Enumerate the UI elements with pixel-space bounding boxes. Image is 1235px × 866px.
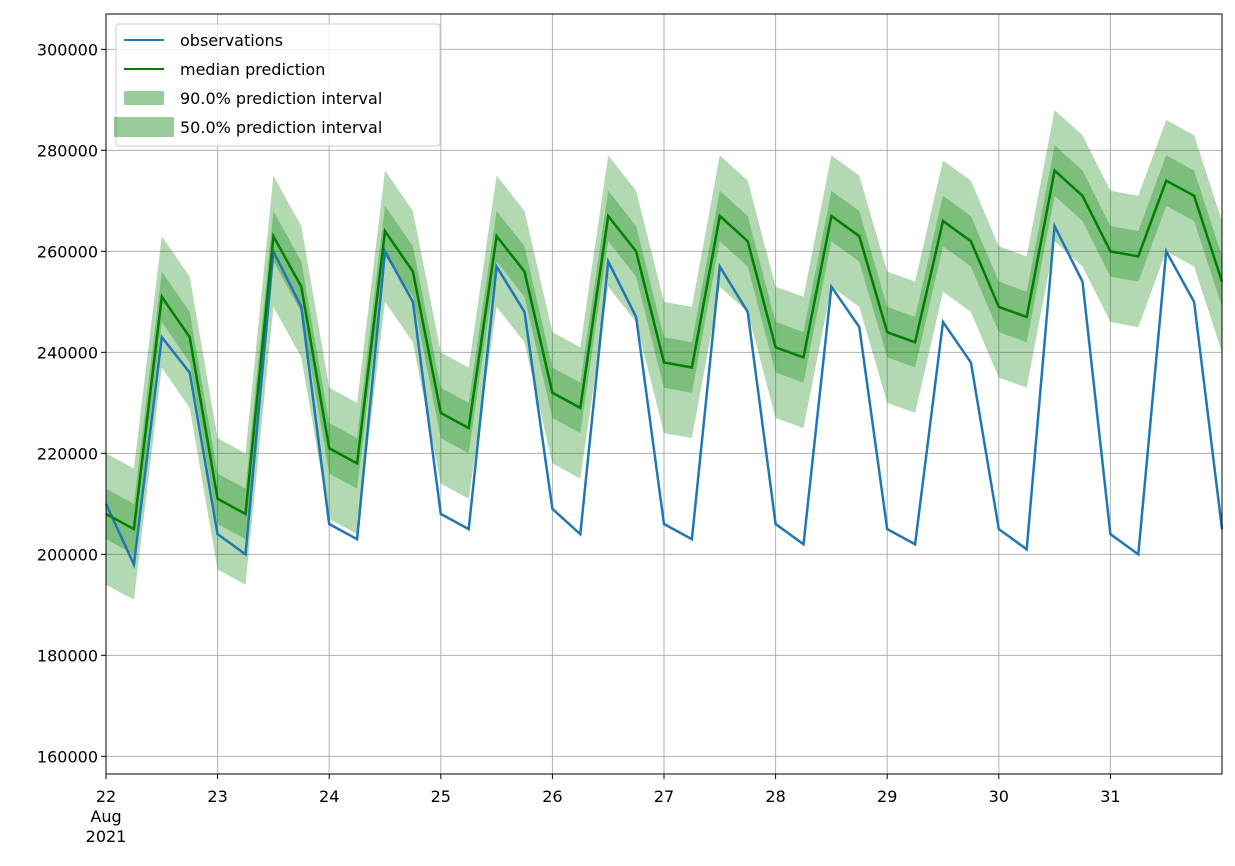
legend-box bbox=[115, 23, 441, 147]
y-tick-label: 200000 bbox=[37, 545, 98, 564]
legend-label: 50.0% prediction interval bbox=[180, 118, 382, 137]
x-tick-label: 26 bbox=[542, 787, 562, 806]
plot-frame bbox=[105, 13, 1223, 775]
x-tick-label: 24 bbox=[319, 787, 339, 806]
x-tick-label: 25 bbox=[431, 787, 451, 806]
y-tick-label: 160000 bbox=[37, 747, 98, 766]
x-tick-label: 22 Aug 2021 bbox=[86, 787, 127, 846]
legend: observations median prediction 90.0% predi… bbox=[114, 23, 441, 147]
y-tick-label: 180000 bbox=[37, 646, 98, 665]
legend-label: median prediction bbox=[180, 60, 325, 79]
series-line bbox=[104, 221, 1224, 569]
y-tick-label: 300000 bbox=[37, 40, 98, 59]
series-line bbox=[105, 168, 1224, 532]
x-tick-label: 28 bbox=[765, 787, 785, 806]
prediction-band bbox=[106, 145, 1222, 555]
x-tick-label: 30 bbox=[989, 787, 1009, 806]
y-tick-label: 260000 bbox=[37, 242, 98, 261]
x-tick-label: 29 bbox=[877, 787, 897, 806]
legend-swatch bbox=[114, 117, 174, 137]
x-tick-label: 31 bbox=[1100, 787, 1120, 806]
legend-label: 90.0% prediction interval bbox=[180, 89, 382, 108]
legend-label: observations bbox=[180, 31, 283, 50]
legend-swatch bbox=[124, 91, 164, 105]
y-tick-label: 240000 bbox=[37, 343, 98, 362]
x-tick-label: 23 bbox=[207, 787, 227, 806]
x-tick-label: 27 bbox=[654, 787, 674, 806]
y-tick-label: 220000 bbox=[37, 444, 98, 463]
y-tick-label: 280000 bbox=[37, 141, 98, 160]
